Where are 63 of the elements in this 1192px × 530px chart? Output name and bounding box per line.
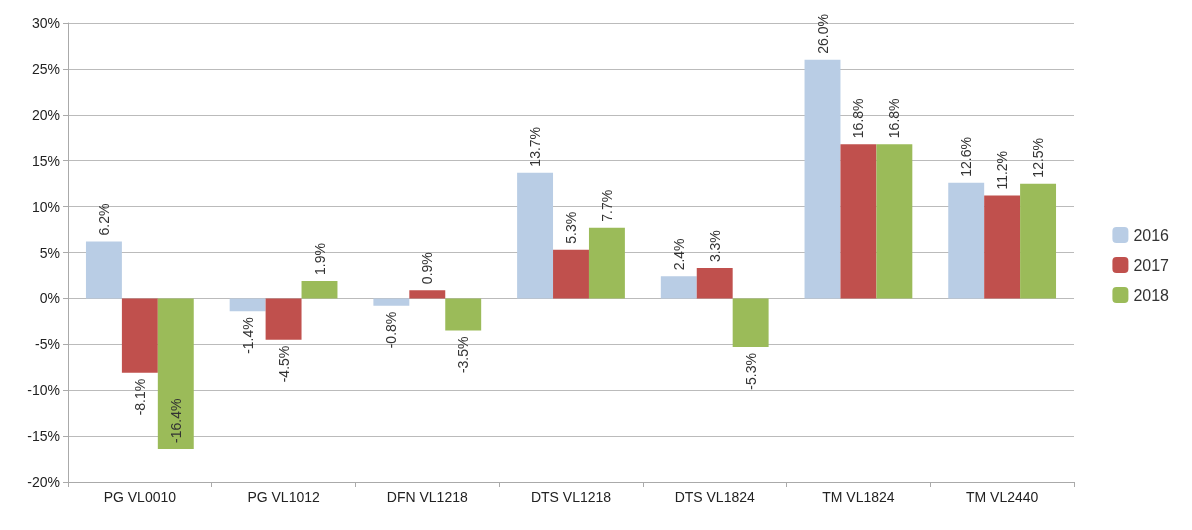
y-tick-label: 20% xyxy=(31,106,60,123)
data-label: -5.3% xyxy=(742,353,759,390)
data-label: 1.9% xyxy=(311,243,328,275)
bar xyxy=(229,298,266,312)
x-tick-label: PG VL0010 xyxy=(103,489,177,505)
data-label: 16.8% xyxy=(850,98,867,139)
legend-label: 2018 xyxy=(1133,286,1170,304)
y-tick-label: -10% xyxy=(27,382,60,399)
y-tick-label: -20% xyxy=(27,474,60,490)
bar xyxy=(301,280,338,299)
y-tick-label: -15% xyxy=(27,428,60,445)
y-tick-label: 5% xyxy=(39,244,60,261)
bar xyxy=(157,298,194,449)
bar xyxy=(588,227,625,299)
legend-label: 2017 xyxy=(1133,256,1170,274)
data-label: -3.5% xyxy=(455,336,472,374)
bar xyxy=(409,290,446,299)
data-label: 7.7% xyxy=(598,189,615,222)
bar xyxy=(876,144,913,299)
data-label: -16.4% xyxy=(167,398,184,443)
data-label: -8.1% xyxy=(131,378,148,416)
data-label: 13.7% xyxy=(527,126,544,167)
data-label: 12.5% xyxy=(1030,137,1047,178)
data-label: 2.4% xyxy=(670,238,687,271)
bar xyxy=(948,182,985,299)
bar xyxy=(85,241,122,299)
bar xyxy=(804,59,841,299)
y-tick-label: 10% xyxy=(31,198,60,215)
data-label: 16.8% xyxy=(886,98,903,139)
bar xyxy=(553,249,589,299)
bar xyxy=(265,298,302,340)
y-tick-label: -5% xyxy=(35,336,60,353)
data-label: 5.3% xyxy=(563,211,579,244)
bar xyxy=(732,298,769,348)
data-label: 6.2% xyxy=(95,203,112,236)
data-label: 3.3% xyxy=(706,230,723,263)
y-tick-label: 30% xyxy=(31,15,60,31)
x-tick-label: DTS VL1218 xyxy=(530,489,612,505)
data-label: -0.8% xyxy=(383,311,400,349)
data-label: 12.6% xyxy=(958,137,975,177)
x-tick-label: DFN VL1218 xyxy=(386,489,468,505)
bar xyxy=(984,195,1021,299)
data-label: 11.2% xyxy=(994,150,1011,190)
data-label: 0.9% xyxy=(419,252,436,285)
data-label: -4.5% xyxy=(275,345,292,383)
bar xyxy=(840,144,877,299)
bar xyxy=(660,276,697,299)
bar xyxy=(373,298,410,306)
bar xyxy=(121,298,158,373)
bar xyxy=(696,268,733,299)
bar xyxy=(445,298,482,331)
bar xyxy=(1020,183,1057,299)
y-tick-label: 0% xyxy=(39,290,60,307)
x-tick-label: TM VL1824 xyxy=(822,489,895,505)
y-tick-label: 15% xyxy=(31,152,60,169)
bar xyxy=(517,172,554,299)
data-label: -1.4% xyxy=(239,317,256,354)
x-tick-label: DTS VL1824 xyxy=(674,489,755,505)
y-tick-label: 25% xyxy=(31,60,60,77)
legend-label: 2016 xyxy=(1133,226,1170,244)
data-label: 26.0% xyxy=(814,14,831,54)
x-tick-label: TM VL2440 xyxy=(965,489,1039,505)
x-tick-label: PG VL1012 xyxy=(247,489,320,505)
